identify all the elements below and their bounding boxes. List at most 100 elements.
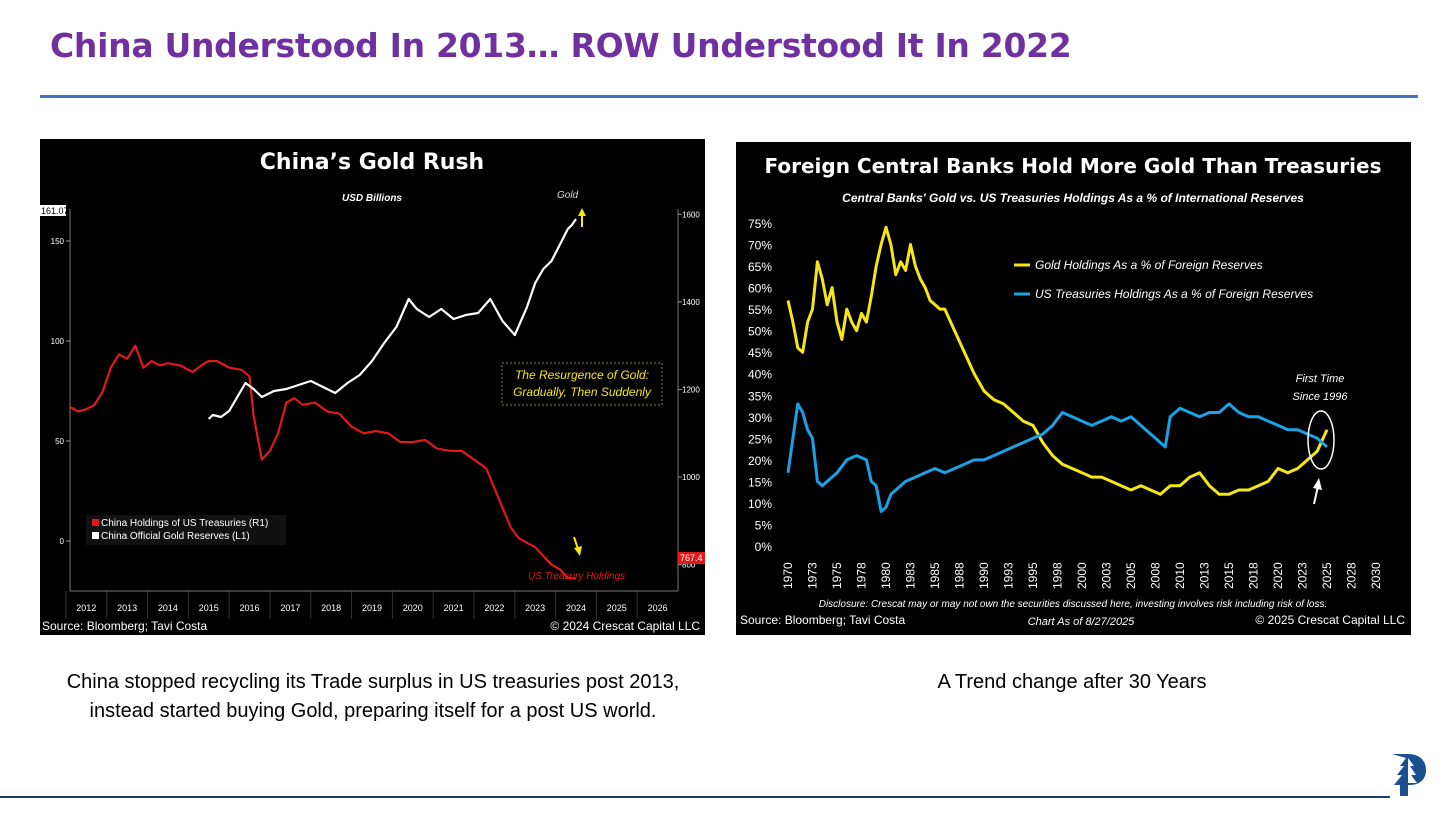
chart-source: Source: Bloomberg; Tavi Costa	[740, 613, 906, 627]
x-tick-label: 2020	[1271, 562, 1285, 589]
gold-series-label: Gold	[557, 190, 579, 201]
x-tick-label: 1983	[904, 562, 918, 589]
x-tick-label: 2018	[321, 603, 341, 613]
chart-disclosure: Disclosure: Crescat may or may not own t…	[819, 599, 1328, 610]
x-tick-label: 1995	[1026, 562, 1040, 589]
x-tick-label: 1973	[806, 562, 820, 589]
x-tick-label: 1970	[781, 562, 795, 589]
x-tick-label: 1975	[830, 562, 844, 589]
x-tick-label: 2017	[280, 603, 300, 613]
y-tick-label: 75%	[748, 217, 772, 231]
x-tick-label: 2021	[444, 603, 464, 613]
y-right-tick-label: 1600	[682, 210, 700, 219]
legend-entry-gold: China Official Gold Reserves (L1)	[101, 531, 250, 542]
x-tick-label: 2012	[76, 603, 96, 613]
series-lines	[786, 225, 1329, 513]
x-tick-label: 2026	[648, 603, 668, 613]
y-tick-label: 40%	[748, 368, 772, 382]
annotation-line-1: First Time	[1296, 373, 1345, 385]
y-tick-label: 65%	[748, 260, 772, 274]
x-tick-label: 1993	[1002, 562, 1016, 589]
y-tick-label: 70%	[748, 239, 772, 253]
x-tick-label: 2008	[1149, 562, 1163, 589]
x-tick-label: 1985	[928, 562, 942, 589]
us-treasuries-holdings-line	[786, 402, 1328, 513]
x-tick-label: 2028	[1345, 562, 1359, 589]
x-tick-label: 2005	[1124, 562, 1138, 589]
x-tick-label: 1988	[953, 562, 967, 589]
x-tick-label: 1990	[977, 562, 991, 589]
y-right-tick-label: 1400	[682, 298, 700, 307]
annotation-line-2: Gradually, Then Suddenly	[513, 385, 652, 399]
annotation-line-2: Since 1996	[1292, 391, 1348, 403]
y-left-tick-label: 100	[51, 337, 65, 346]
y-right-tick-label: 1200	[682, 385, 700, 394]
chart-copyright: © 2025 Crescat Capital LLC	[1255, 613, 1405, 627]
annotation-line-1: The Resurgence of Gold:	[515, 368, 649, 382]
x-tick-label: 2023	[525, 603, 545, 613]
x-tick-label: 2000	[1075, 562, 1089, 589]
tick-labels: 0% 5% 10% 15% 20% 25% 30% 35% 40% 45% 50% 55% 60% 65%…	[748, 217, 1383, 589]
last-value-gold: 161.07	[40, 205, 69, 216]
legend-swatch-gold	[92, 532, 99, 539]
chart-title: China’s Gold Rush	[260, 150, 484, 175]
x-tick-label: 1980	[879, 562, 893, 589]
y-tick-label: 10%	[748, 497, 772, 511]
y-tick-label: 50%	[748, 325, 772, 339]
treasury-series-label: US Treasury Holdings	[528, 571, 625, 582]
y-tick-label: 35%	[748, 389, 772, 403]
x-tick-label: 2024	[566, 603, 586, 613]
x-tick-label: 1998	[1051, 562, 1065, 589]
resurgence-annotation-box: The Resurgence of Gold: Gradually, Then …	[501, 362, 663, 406]
legend: China Holdings of US Treasuries (R1) Chi…	[86, 515, 286, 545]
x-tick-label: 2020	[403, 603, 423, 613]
axes	[66, 209, 682, 592]
x-tick-label: 2030	[1369, 562, 1383, 589]
treasury-holdings-line	[69, 344, 577, 580]
x-tick-label: 2015	[1222, 562, 1236, 589]
chart-subtitle: Central Banks' Gold vs. US Treasuries Ho…	[842, 191, 1304, 205]
x-tick-label: 2015	[199, 603, 219, 613]
x-tick-label: 2025	[607, 603, 627, 613]
gold-holdings-line	[786, 225, 1329, 496]
y-right-tick-label: 1000	[682, 473, 700, 482]
legend: Gold Holdings As a % of Foreign Reserves…	[1014, 258, 1313, 301]
x-tick-label: 2010	[1173, 562, 1187, 589]
gold-reserves-line	[207, 218, 577, 420]
x-tick-label: 2013	[1198, 562, 1212, 589]
x-tick-label: 2022	[484, 603, 504, 613]
x-tick-label: 2019	[362, 603, 382, 613]
slide-title: China Understood In 2013… ROW Understood…	[50, 26, 1072, 65]
treasury-down-arrow	[573, 536, 582, 556]
y-tick-label: 60%	[748, 282, 772, 296]
tick-labels: 0 50 100 150 800 1000 1200 1400 1600 2012 2013 2014…	[51, 210, 701, 613]
legend-entry-gold: Gold Holdings As a % of Foreign Reserves	[1035, 258, 1263, 272]
x-tick-label: 2025	[1320, 562, 1334, 589]
pine-tree-logo-icon	[1386, 750, 1430, 800]
x-tick-label: 2013	[117, 603, 137, 613]
highlight-arrow	[1313, 478, 1322, 505]
gold-up-arrow	[578, 208, 586, 227]
central-banks-gold-vs-treasuries-chart: Foreign Central Banks Hold More Gold Tha…	[736, 142, 1411, 635]
chart-as-of: Chart As of 8/27/2025	[1028, 616, 1135, 628]
last-value-treasury-label: 767.4	[680, 553, 703, 563]
x-tick-label: 2014	[158, 603, 178, 613]
last-value-gold-label: 161.07	[41, 206, 69, 216]
y-left-tick-label: 150	[51, 237, 65, 246]
y-right-tick-label: 800	[682, 561, 696, 570]
grid-lines	[65, 591, 638, 619]
legend-entry-treasuries: US Treasuries Holdings As a % of Foreign…	[1035, 287, 1313, 301]
series-lines	[69, 218, 577, 580]
right-chart-caption: A Trend change after 30 Years	[937, 671, 1207, 693]
last-value-treasury: 767.4	[678, 552, 705, 564]
legend-swatch-treasury	[92, 519, 99, 526]
y-tick-label: 45%	[748, 346, 772, 360]
chart-subtitle: USD Billions	[342, 193, 402, 204]
x-tick-label: 1978	[855, 562, 869, 589]
highlight-ellipse	[1307, 410, 1335, 470]
chart-title: Foreign Central Banks Hold More Gold Tha…	[765, 154, 1382, 178]
x-tick-label: 2003	[1100, 562, 1114, 589]
chart-copyright: © 2024 Crescat Capital LLC	[550, 619, 700, 633]
y-tick-label: 5%	[755, 518, 773, 532]
y-tick-label: 0%	[755, 540, 773, 554]
